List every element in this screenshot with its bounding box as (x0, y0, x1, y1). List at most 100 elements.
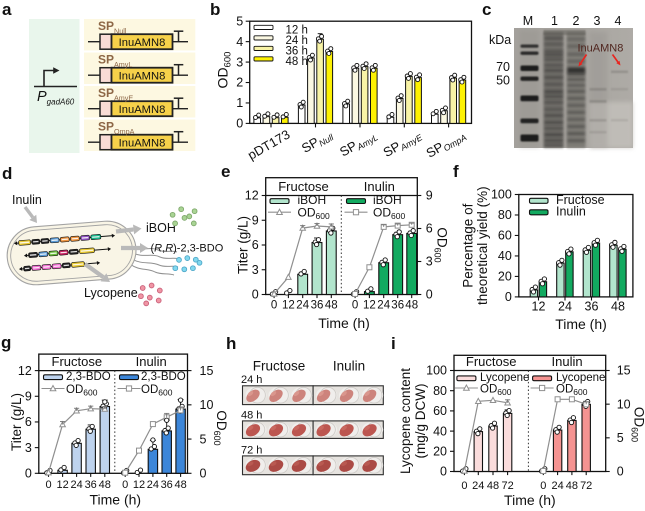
svg-text:Fructose: Fructose (278, 179, 329, 194)
svg-text:4: 4 (615, 14, 622, 28)
svg-text:theoretical yield (%): theoretical yield (%) (475, 186, 490, 305)
svg-text:0: 0 (617, 465, 624, 479)
svg-text:c: c (482, 0, 491, 19)
svg-text:48: 48 (174, 479, 186, 491)
svg-text:Fructose: Fructose (466, 354, 517, 369)
svg-text:0: 0 (200, 467, 207, 481)
svg-text:4: 4 (236, 35, 243, 49)
svg-text:12: 12 (282, 300, 295, 312)
svg-text:2,3-BDO: 2,3-BDO (141, 371, 186, 383)
svg-text:24: 24 (147, 479, 159, 491)
svg-text:InuAMN8: InuAMN8 (119, 37, 166, 49)
svg-text:3: 3 (594, 14, 601, 28)
svg-text:2: 2 (236, 76, 243, 90)
svg-text:OD600: OD600 (212, 410, 229, 445)
svg-text:0: 0 (426, 288, 433, 302)
svg-text:3: 3 (25, 441, 32, 455)
svg-text:48: 48 (566, 480, 578, 492)
svg-text:1: 1 (236, 96, 243, 110)
svg-text:Inulin: Inulin (333, 359, 365, 374)
svg-text:9: 9 (252, 213, 259, 227)
svg-text:(R,R)-2,3-BDO: (R,R)-2,3-BDO (151, 243, 224, 255)
svg-text:24: 24 (472, 480, 484, 492)
svg-text:12: 12 (133, 479, 145, 491)
svg-text:0: 0 (252, 288, 259, 302)
svg-text:15: 15 (617, 364, 631, 378)
svg-text:(mg/g DCW): (mg/g DCW) (413, 384, 428, 459)
svg-text:5: 5 (617, 431, 624, 445)
svg-text:60: 60 (433, 404, 447, 418)
svg-text:kDa: kDa (489, 33, 511, 47)
svg-text:Titer (g/L): Titer (g/L) (236, 216, 251, 274)
svg-text:OD600: OD600 (141, 384, 173, 398)
svg-text:0: 0 (25, 467, 32, 481)
svg-text:Time (h): Time (h) (504, 492, 556, 508)
svg-text:2: 2 (573, 14, 580, 28)
svg-text:80: 80 (433, 384, 447, 398)
svg-text:40: 40 (498, 249, 512, 263)
svg-text:0: 0 (440, 465, 447, 479)
svg-text:100: 100 (426, 364, 447, 378)
svg-text:SPAmyE: SPAmyE (380, 127, 424, 162)
svg-text:a: a (2, 0, 12, 19)
svg-text:d: d (2, 164, 12, 183)
svg-text:Lycopene: Lycopene (556, 372, 605, 384)
svg-text:Lycopene content: Lycopene content (398, 368, 413, 474)
svg-text:0: 0 (271, 300, 277, 312)
svg-text:pDT173: pDT173 (245, 127, 293, 163)
svg-text:48 h: 48 h (286, 56, 308, 68)
svg-text:24: 24 (551, 480, 563, 492)
svg-text:Lycopene: Lycopene (480, 372, 529, 384)
svg-text:72 h: 72 h (241, 444, 262, 456)
svg-text:24 h: 24 h (286, 35, 308, 47)
svg-text:24: 24 (70, 479, 82, 491)
svg-text:Inulin: Inulin (136, 354, 167, 369)
svg-text:36: 36 (391, 300, 404, 312)
svg-text:0: 0 (45, 479, 51, 491)
svg-text:48 h: 48 h (241, 409, 262, 421)
svg-text:9: 9 (25, 389, 32, 403)
svg-text:Titer (g/L): Titer (g/L) (9, 393, 24, 451)
svg-text:0: 0 (236, 117, 243, 131)
svg-text:24: 24 (296, 300, 309, 312)
svg-text:48: 48 (611, 300, 625, 314)
svg-text:24: 24 (558, 300, 572, 314)
svg-text:iBOH: iBOH (146, 221, 176, 235)
svg-text:50: 50 (496, 74, 510, 88)
svg-text:InuAMN8: InuAMN8 (119, 70, 166, 82)
svg-text:Fructose: Fructose (52, 354, 103, 369)
svg-text:Inulin: Inulin (556, 205, 586, 219)
svg-text:36: 36 (585, 300, 599, 314)
svg-text:Inulin: Inulin (552, 354, 583, 369)
svg-text:70: 70 (496, 60, 510, 74)
svg-text:12: 12 (18, 364, 32, 378)
svg-text:Fructose: Fructose (556, 193, 605, 207)
svg-text:40: 40 (433, 424, 447, 438)
svg-text:36 h: 36 h (286, 45, 308, 57)
svg-text:20: 20 (433, 445, 447, 459)
svg-text:InuAMN8: InuAMN8 (578, 43, 624, 55)
svg-text:OD600: OD600 (556, 384, 588, 398)
svg-text:0: 0 (505, 290, 512, 304)
svg-text:72: 72 (580, 480, 592, 492)
svg-text:2,3-BDO: 2,3-BDO (66, 371, 111, 383)
svg-text:SPAmyL: SPAmyL (337, 127, 380, 161)
svg-text:15: 15 (200, 364, 214, 378)
svg-text:12: 12 (245, 189, 259, 203)
svg-text:3: 3 (252, 263, 259, 277)
svg-text:3: 3 (236, 55, 243, 69)
svg-text:6: 6 (252, 238, 259, 252)
svg-text:24: 24 (377, 300, 390, 312)
svg-text:OD600: OD600 (433, 227, 450, 262)
svg-text:24 h: 24 h (241, 374, 262, 386)
svg-text:f: f (453, 162, 459, 181)
svg-text:OD600: OD600 (298, 206, 330, 222)
svg-text:0: 0 (122, 479, 128, 491)
svg-text:OD600: OD600 (630, 407, 645, 442)
svg-text:12 h: 12 h (286, 24, 308, 36)
svg-text:Time (h): Time (h) (90, 492, 142, 508)
svg-text:OD600: OD600 (66, 384, 98, 398)
svg-text:1: 1 (551, 14, 558, 28)
svg-text:b: b (210, 0, 220, 19)
svg-text:Fructose: Fructose (253, 359, 306, 374)
